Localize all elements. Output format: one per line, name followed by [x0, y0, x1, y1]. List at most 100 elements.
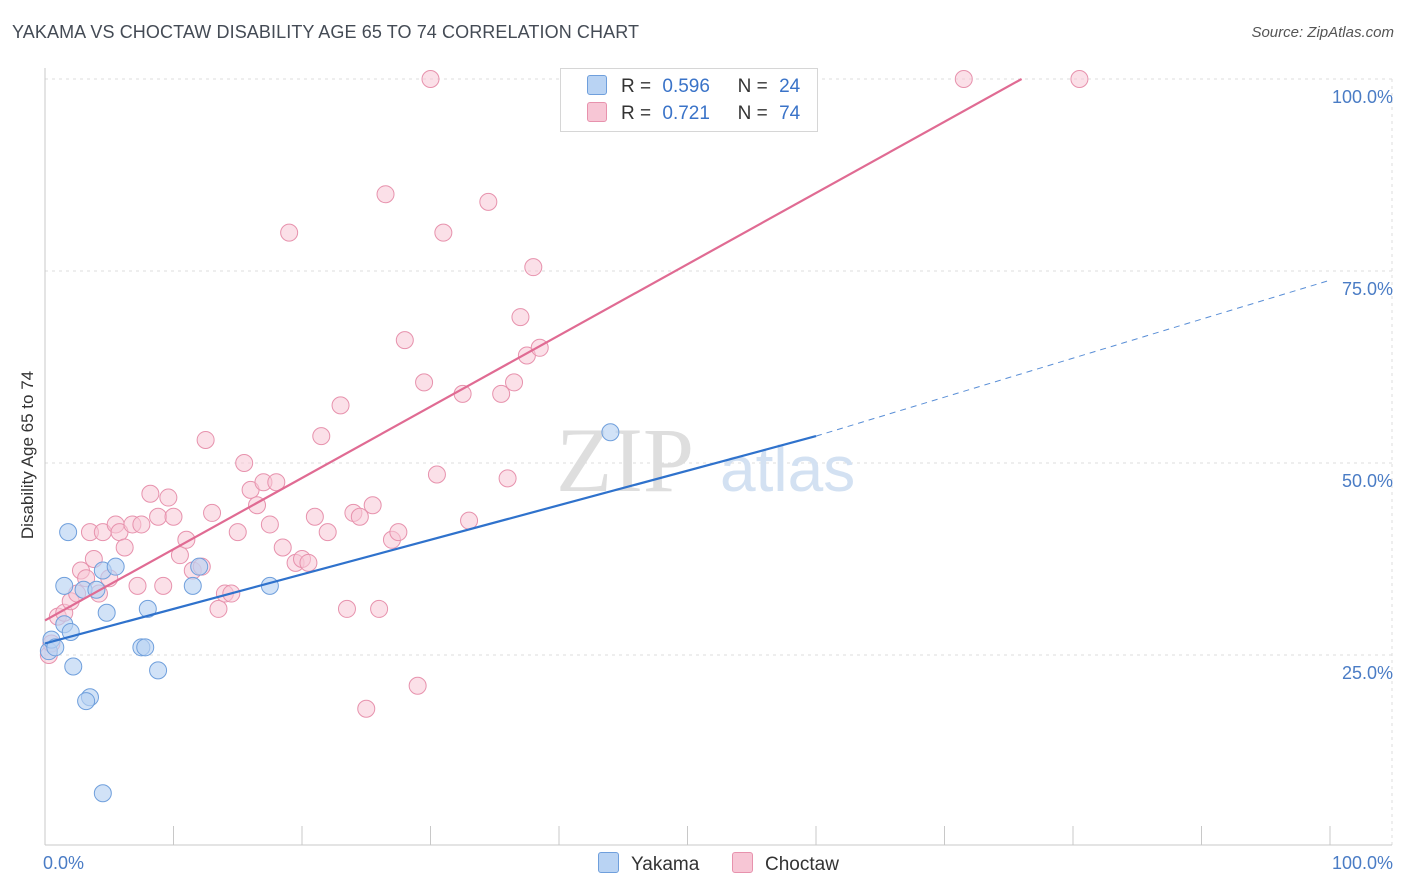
- yakama-point-2: [46, 638, 65, 657]
- choctaw-point-51: [350, 507, 369, 526]
- bottom-choctaw-label: Choctaw: [765, 854, 839, 875]
- choctaw-point-17: [128, 576, 147, 595]
- choctaw-point-33: [228, 523, 247, 542]
- yakama-point-21: [260, 576, 279, 595]
- legend-row-choctaw: R = 0.721 N = 74: [587, 102, 800, 128]
- yakama-n-value: 24: [779, 76, 801, 97]
- yakama-point-17: [138, 599, 157, 618]
- choctaw-point-22: [159, 488, 178, 507]
- watermark-atlas: atlas: [720, 433, 855, 505]
- yakama-point-10: [77, 692, 96, 711]
- watermark: ZIP atlas: [556, 409, 855, 511]
- choctaw-point-44: [299, 553, 318, 572]
- choctaw-point-62: [434, 223, 453, 242]
- choctaw-point-69: [511, 308, 530, 327]
- choctaw-point-39: [267, 473, 286, 492]
- choctaw-point-64: [460, 511, 479, 530]
- yakama-n-label: N =: [737, 76, 768, 97]
- y-tick-label-25: 25.0%: [1342, 663, 1393, 683]
- legend-row-yakama: R = 0.596 N = 24: [587, 75, 800, 101]
- choctaw-point-54: [376, 185, 395, 204]
- axes-layer: [44, 68, 1392, 846]
- yakama-point-23: [93, 784, 112, 803]
- choctaw-n-label: N =: [737, 103, 768, 124]
- yakama-point-19: [183, 576, 202, 595]
- trend-lines: [44, 78, 1331, 645]
- choctaw-point-60: [421, 70, 440, 88]
- watermark-zip: ZIP: [556, 409, 694, 511]
- choctaw-point-34: [235, 454, 254, 472]
- choctaw-point-18: [132, 515, 151, 534]
- choctaw-point-15: [115, 538, 134, 557]
- choctaw-point-40: [273, 538, 292, 557]
- tick-labels: 25.0% 50.0% 75.0% 100.0% 0.0% 100.0%: [43, 87, 1393, 873]
- yakama-point-16: [136, 638, 155, 657]
- bottom-legend-yakama: Yakama: [598, 852, 699, 876]
- choctaw-point-57: [395, 331, 414, 350]
- choctaw-n-value: 74: [779, 103, 801, 124]
- choctaw-point-68: [505, 373, 524, 392]
- choctaw-point-59: [415, 373, 434, 392]
- choctaw-points: [39, 70, 1089, 718]
- choctaw-point-73: [357, 699, 376, 718]
- choctaw-point-28: [196, 430, 215, 449]
- choctaw-point-29: [203, 503, 222, 522]
- stats-legend: R = 0.596 N = 24 R = 0.721 N = 74: [560, 68, 818, 132]
- bottom-yakama-swatch: [598, 852, 619, 873]
- x-tick-label-100: 100.0%: [1332, 853, 1393, 873]
- choctaw-point-20: [149, 507, 168, 526]
- choctaw-point-71: [524, 258, 543, 277]
- yakama-r-value: 0.596: [662, 76, 710, 97]
- choctaw-point-65: [479, 192, 498, 211]
- choctaw-point-52: [363, 496, 382, 515]
- choctaw-point-38: [260, 515, 279, 534]
- yakama-point-4: [59, 523, 78, 542]
- yakama-points: [39, 423, 620, 803]
- choctaw-point-23: [164, 507, 183, 526]
- yakama-r-label: R =: [621, 76, 652, 97]
- y-tick-label-50: 50.0%: [1342, 471, 1393, 491]
- choctaw-point-61: [427, 465, 446, 484]
- choctaw-point-45: [305, 507, 324, 526]
- choctaw-point-41: [280, 223, 299, 242]
- y-axis-title: Disability Age 65 to 74: [18, 371, 37, 539]
- yakama-point-13: [106, 557, 125, 576]
- choctaw-trend-line: [44, 78, 1023, 622]
- choctaw-point-74: [954, 70, 973, 88]
- choctaw-point-48: [331, 396, 350, 415]
- choctaw-point-47: [318, 523, 337, 542]
- y-tick-label-100: 100.0%: [1332, 87, 1393, 107]
- yakama-point-7: [64, 657, 83, 676]
- yakama-point-12: [97, 603, 116, 622]
- choctaw-point-56: [389, 523, 408, 542]
- chart-title: YAKAMA VS CHOCTAW DISABILITY AGE 65 TO 7…: [12, 22, 640, 42]
- choctaw-point-75: [1070, 70, 1089, 88]
- yakama-point-20: [190, 557, 209, 576]
- choctaw-point-67: [498, 469, 517, 488]
- choctaw-point-53: [370, 599, 389, 618]
- source-credit: Source: ZipAtlas.com: [1251, 24, 1394, 41]
- x-tick-label-0: 0.0%: [43, 853, 84, 873]
- y-tick-label-75: 75.0%: [1342, 279, 1393, 299]
- grid-layer: [45, 78, 1393, 845]
- bottom-legend-choctaw: Choctaw: [732, 852, 839, 876]
- choctaw-point-21: [154, 576, 173, 595]
- choctaw-point-19: [141, 484, 160, 503]
- yakama-point-22: [601, 423, 620, 442]
- yakama-point-18: [149, 661, 168, 680]
- choctaw-point-30: [209, 599, 228, 618]
- choctaw-r-value: 0.721: [662, 103, 710, 124]
- choctaw-swatch: [587, 102, 607, 122]
- choctaw-point-66: [492, 384, 511, 403]
- yakama-swatch: [587, 75, 607, 95]
- choctaw-r-label: R =: [621, 103, 652, 124]
- choctaw-point-58: [408, 676, 427, 695]
- bottom-choctaw-swatch: [732, 852, 753, 873]
- yakama-trend-line: [44, 435, 817, 645]
- choctaw-point-46: [312, 427, 331, 446]
- yakama-point-5: [55, 576, 74, 595]
- yakama-trend-extension: [815, 279, 1331, 437]
- choctaw-point-49: [337, 599, 356, 618]
- bottom-yakama-label: Yakama: [631, 854, 700, 875]
